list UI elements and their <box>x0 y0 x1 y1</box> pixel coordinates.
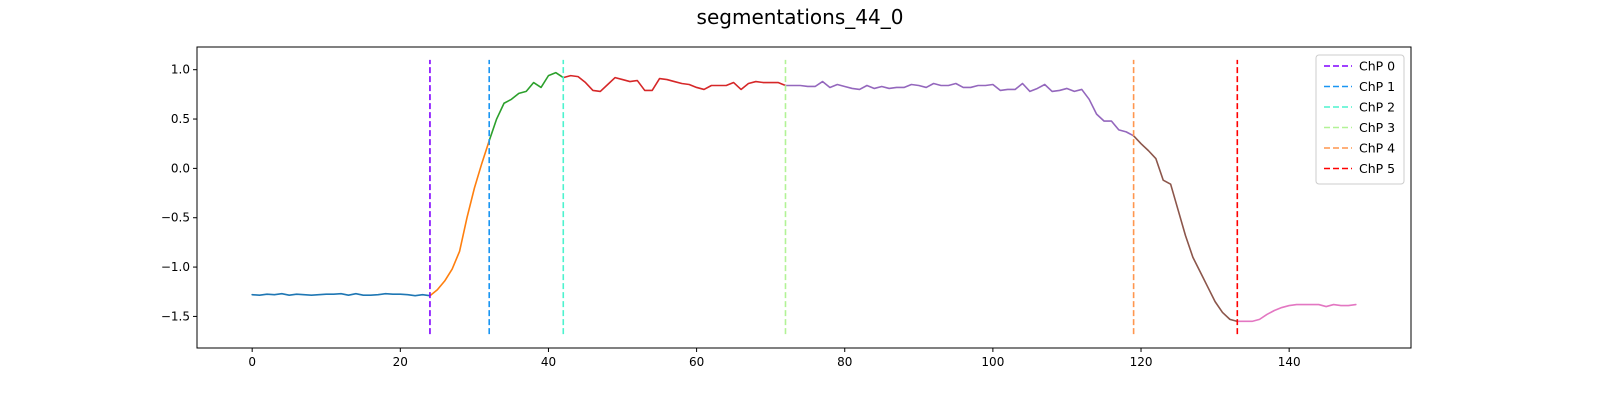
x-tick-label-1: 20 <box>393 355 408 369</box>
legend-label-5: ChP 5 <box>1359 161 1395 176</box>
legend-label-4: ChP 4 <box>1359 141 1395 156</box>
x-tick-label-0: 0 <box>248 355 256 369</box>
x-tick-label-4: 80 <box>837 355 852 369</box>
legend: ChP 0 ChP 1 ChP 2 ChP 3 ChP 4 ChP 5 <box>1315 54 1405 185</box>
x-tick-label-6: 120 <box>1130 355 1153 369</box>
y-tick-label-3: 0.0 <box>171 161 190 175</box>
x-tick-label-7: 140 <box>1278 355 1301 369</box>
chart-title: segmentations_44_0 <box>697 5 904 29</box>
y-tick-label-0: −1.5 <box>161 309 190 323</box>
series-line-1 <box>429 139 491 297</box>
legend-label-1: ChP 1 <box>1359 79 1395 94</box>
series-line-2 <box>488 71 565 142</box>
series-line-5 <box>1132 135 1239 323</box>
x-tick-label-5: 100 <box>981 355 1004 369</box>
y-tick-label-2: −0.5 <box>161 211 190 225</box>
y-tick-label-1: −1.0 <box>161 260 190 274</box>
y-tick-label-5: 1.0 <box>171 63 190 77</box>
legend-label-3: ChP 3 <box>1359 120 1395 135</box>
axes: 0 20 40 60 80 100 120 140 −1.5 −1.0 −0.5 0.0 0.5 1.0 <box>161 46 1412 369</box>
series-line-6 <box>1236 303 1357 323</box>
series-line-3 <box>562 74 787 93</box>
legend-label-2: ChP 2 <box>1359 100 1395 115</box>
y-tick-label-4: 0.5 <box>171 112 190 126</box>
legend-label-0: ChP 0 <box>1359 59 1395 74</box>
x-tick-label-2: 40 <box>541 355 556 369</box>
x-tick-label-3: 60 <box>689 355 704 369</box>
plot-area <box>251 59 1357 335</box>
plot-frame <box>196 46 1412 349</box>
series-line-4 <box>784 80 1135 137</box>
series-line-0 <box>251 292 431 297</box>
